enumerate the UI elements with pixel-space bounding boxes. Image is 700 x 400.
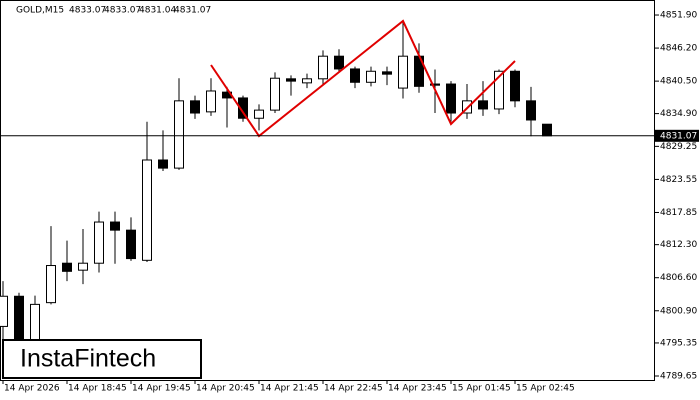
candle-body bbox=[126, 229, 136, 260]
candle-body bbox=[510, 70, 520, 102]
x-tick-label: 14 Apr 20:45 bbox=[196, 384, 255, 394]
x-tick-label: 14 Apr 22:45 bbox=[324, 384, 383, 394]
pattern-line bbox=[210, 19, 516, 138]
ohlc-high: 4833.07 bbox=[104, 6, 141, 16]
candle-body bbox=[254, 109, 264, 119]
y-tick-label: 4789.65 bbox=[660, 371, 697, 381]
candle-body bbox=[382, 71, 392, 75]
candle-body bbox=[0, 295, 8, 327]
candle-body bbox=[398, 55, 408, 89]
y-tick-label: 4834.90 bbox=[660, 109, 697, 119]
candle-body bbox=[542, 123, 552, 137]
ohlc-open: 4833.07 bbox=[69, 6, 106, 16]
candle-body bbox=[238, 97, 248, 119]
candle-body bbox=[526, 100, 536, 121]
candle-body bbox=[206, 90, 216, 113]
x-tick-label: 15 Apr 02:45 bbox=[516, 384, 575, 394]
y-tick-label: 4829.25 bbox=[660, 142, 697, 152]
candle-body bbox=[46, 265, 56, 304]
candle-body bbox=[94, 221, 104, 264]
candle-body bbox=[494, 70, 504, 110]
candle-body bbox=[190, 100, 200, 114]
candle-body bbox=[158, 159, 168, 169]
x-tick-label: 14 Apr 19:45 bbox=[132, 384, 191, 394]
candle-body bbox=[446, 83, 456, 114]
candle-body bbox=[366, 70, 376, 83]
candle-body bbox=[142, 159, 152, 261]
candle-body bbox=[110, 221, 120, 231]
x-tick-label: 14 Apr 18:45 bbox=[68, 384, 127, 394]
current-price-label: 4831.07 bbox=[660, 131, 697, 141]
x-tick-label: 15 Apr 01:45 bbox=[452, 384, 511, 394]
symbol: GOLD,M15 bbox=[16, 6, 64, 16]
candle-body bbox=[302, 78, 312, 84]
candle-body bbox=[270, 77, 280, 111]
candle-body bbox=[318, 55, 328, 80]
y-tick-label: 4823.55 bbox=[660, 175, 697, 185]
candle-body bbox=[174, 100, 184, 169]
ohlc-low: 4831.04 bbox=[139, 6, 176, 16]
y-tick-label: 4817.85 bbox=[660, 208, 697, 218]
candle-body bbox=[430, 83, 440, 86]
y-tick-label: 4812.30 bbox=[660, 240, 697, 250]
candle-body bbox=[350, 68, 360, 83]
y-tick-label: 4851.90 bbox=[660, 11, 697, 21]
logo-box bbox=[2, 339, 202, 379]
x-tick-label: 14 Apr 2026 bbox=[4, 384, 60, 394]
candle-body bbox=[478, 100, 488, 110]
ohlc-close: 4831.07 bbox=[174, 6, 211, 16]
x-tick-label: 14 Apr 23:45 bbox=[388, 384, 447, 394]
y-tick-label: 4806.60 bbox=[660, 273, 697, 283]
candle-body bbox=[14, 295, 24, 341]
y-tick-label: 4846.20 bbox=[660, 44, 697, 54]
y-tick-label: 4840.50 bbox=[660, 77, 697, 87]
y-tick-label: 4800.90 bbox=[660, 306, 697, 316]
y-tick-label: 4795.35 bbox=[660, 338, 697, 348]
x-tick-label: 14 Apr 21:45 bbox=[260, 384, 319, 394]
marks bbox=[0, 20, 552, 372]
logo: InstaFintech bbox=[20, 345, 156, 373]
candle-body bbox=[334, 55, 344, 70]
candle-body bbox=[78, 262, 88, 271]
candle-body bbox=[62, 262, 72, 272]
current-price-box bbox=[655, 129, 699, 142]
candle-body bbox=[286, 78, 296, 82]
